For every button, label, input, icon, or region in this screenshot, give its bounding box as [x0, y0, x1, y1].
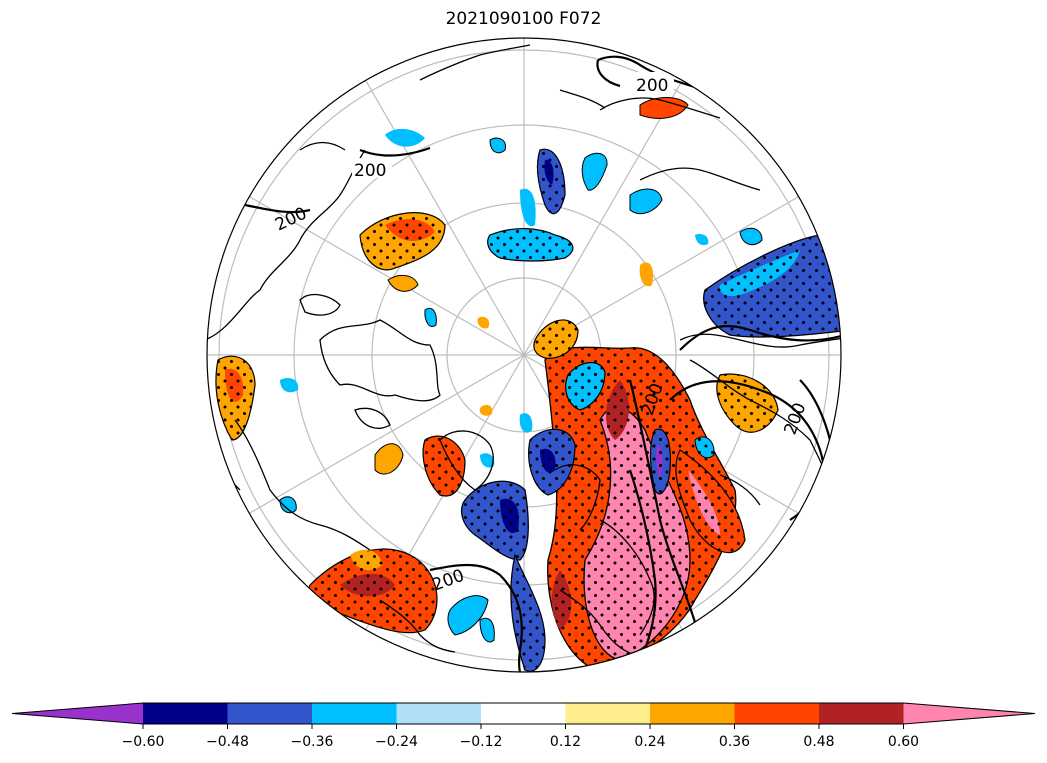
colorbar-tick-label: 0.48	[803, 734, 834, 750]
colorbar: −0.60 −0.48 −0.36 −0.24 −0.12 0.12 0.24 0.36 0.4…	[11, 702, 1036, 750]
colorbar-extend-max	[903, 703, 1035, 724]
contour-label: 200	[636, 76, 668, 96]
colorbar-swatch	[396, 703, 482, 724]
colorbar-swatch	[481, 703, 566, 724]
colorbar-swatch	[650, 703, 735, 724]
colorbar-tick-label: 0.24	[634, 734, 665, 750]
colorbar-tick-label: −0.48	[206, 734, 249, 750]
map-disk: 200 200 200 200 200 200	[207, 38, 841, 672]
colorbar-swatch	[227, 703, 313, 724]
colorbar-tick-label: −0.24	[375, 734, 418, 750]
contour-labels: 200 200 200 200 200 200	[272, 72, 810, 596]
colorbar-swatch	[143, 703, 228, 724]
colorbar-tick-label: −0.36	[291, 734, 334, 750]
map-title: 2021090100 F072	[445, 9, 602, 29]
colorbar-extend-min	[12, 703, 143, 724]
map-boundary	[206, 37, 842, 673]
colorbar-tick-label: −0.12	[460, 734, 503, 750]
colorbar-tick-label: −0.60	[122, 734, 165, 750]
contour-label: 200	[354, 161, 386, 181]
colorbar-swatch	[312, 703, 397, 724]
colorbar-swatch	[565, 703, 651, 724]
colorbar-tick-label: 0.12	[550, 734, 581, 750]
coastlines	[207, 44, 841, 656]
colorbar-tick-label: 0.36	[719, 734, 750, 750]
significance-stippling	[215, 149, 841, 672]
colorbar-tick-label: 0.60	[888, 734, 919, 750]
colorbar-swatch	[819, 703, 904, 724]
colorbar-swatch	[734, 703, 820, 724]
